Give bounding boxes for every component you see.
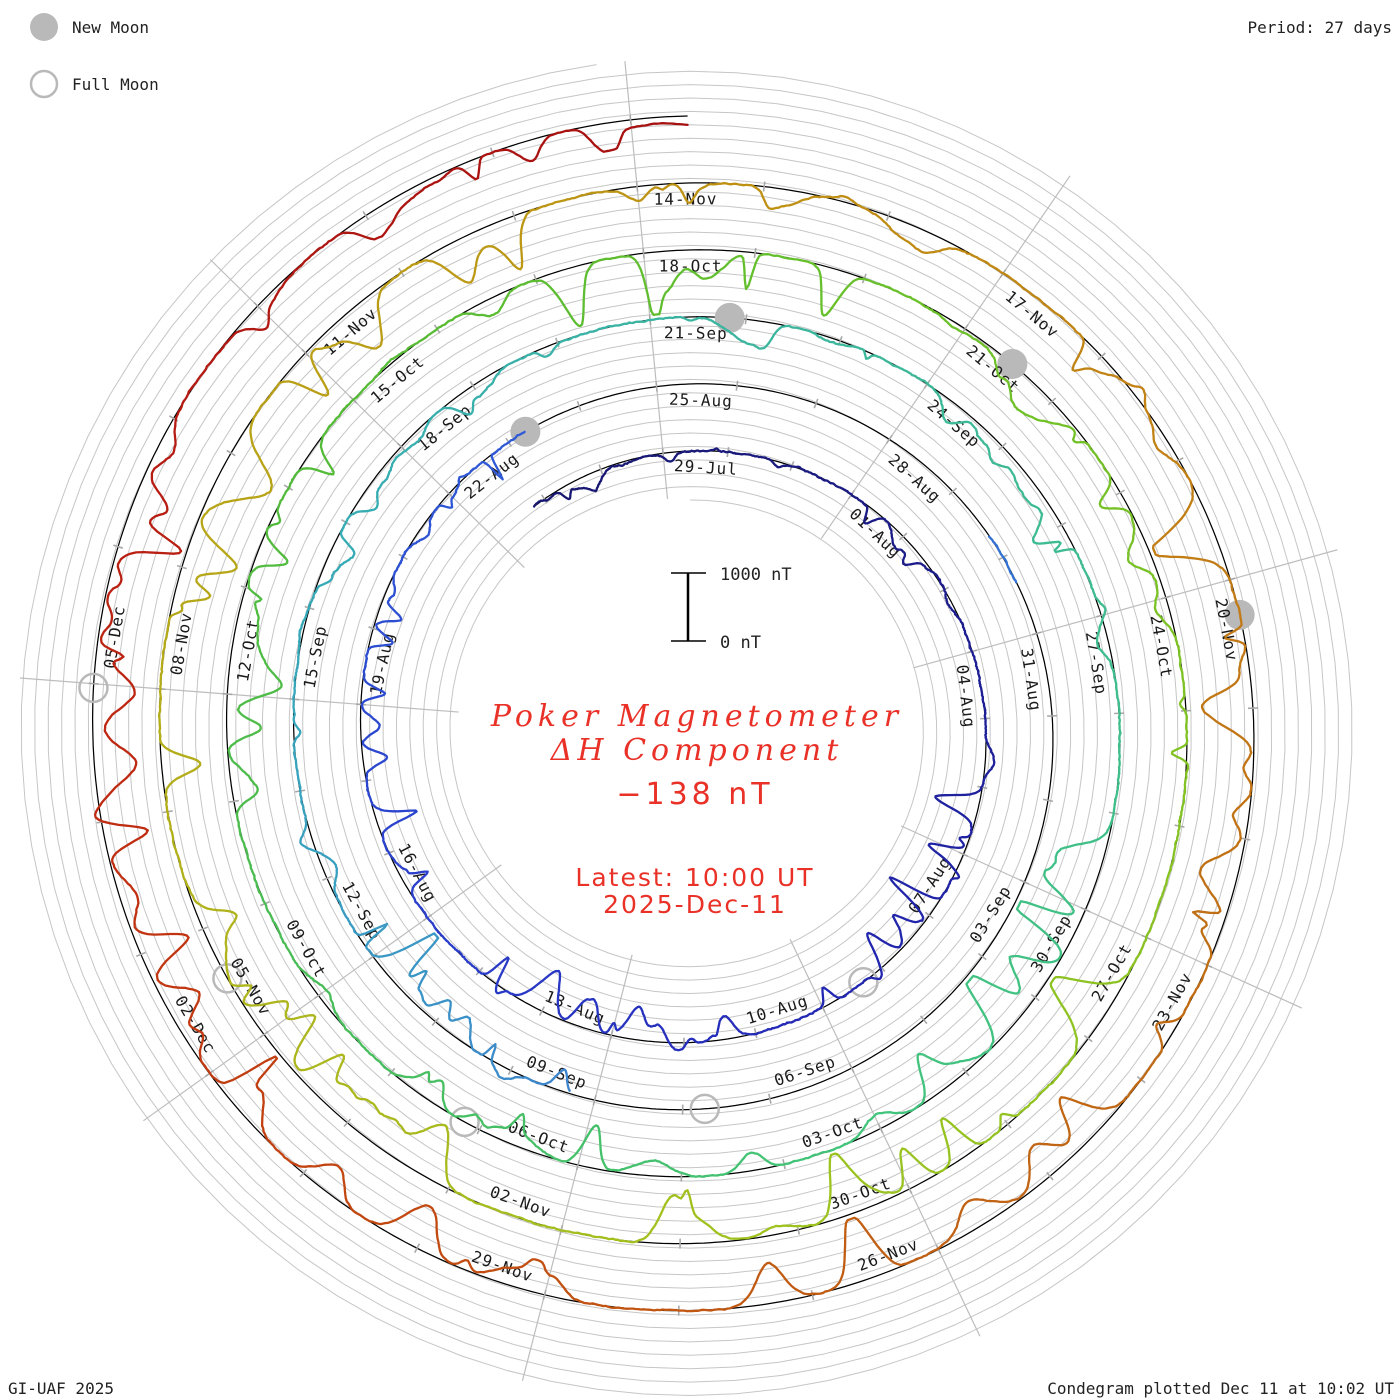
scale-bar: 1000 nT 0 nT: [671, 565, 792, 653]
date-label: 24-Oct: [1147, 613, 1177, 679]
current-value: −138 nT: [616, 777, 773, 812]
date-label: 02-Nov: [487, 1182, 553, 1221]
date-label: 21-Sep: [664, 323, 728, 343]
moon-markers: [78, 302, 1255, 1138]
scale-top-label: 1000 nT: [720, 565, 792, 585]
date-label: 18-Oct: [659, 256, 723, 275]
date-label: 29-Nov: [469, 1247, 535, 1286]
date-label: 26-Nov: [855, 1234, 921, 1274]
full-moon-marker: [689, 1093, 720, 1125]
data-trace: [93, 122, 1253, 1313]
moon-legend: New Moon Full Moon: [29, 13, 159, 99]
period-label: Period: 27 days: [1248, 18, 1393, 37]
date-label: 09-Sep: [524, 1052, 590, 1093]
new-moon-icon: [30, 13, 58, 41]
date-label: 06-Sep: [772, 1052, 839, 1090]
date-label: 29-Jul: [674, 456, 739, 479]
plotted-timestamp: Condegram plotted Dec 11 at 10:02 UT: [1047, 1379, 1394, 1398]
date-label: 15-Sep: [300, 624, 331, 690]
full-moon-marker: [848, 967, 879, 998]
center-panel: 1000 nT 0 nT Poker Magnetometer ΔH Compo…: [490, 565, 903, 919]
date-label: 25-Aug: [669, 390, 733, 411]
full-moon-marker: [212, 963, 243, 994]
date-label: 31-Aug: [1017, 647, 1045, 713]
plot-title-line1: Poker Magnetometer: [490, 699, 903, 734]
full-moon-icon: [29, 69, 59, 99]
full-moon-marker: [78, 672, 109, 704]
date-label: 02-Dec: [171, 992, 220, 1057]
date-label: 08-Nov: [167, 611, 196, 677]
new-moon-label: New Moon: [72, 18, 149, 37]
new-moon-marker: [997, 348, 1028, 379]
plot-title-line2: ΔH Component: [550, 733, 844, 768]
full-moon-marker: [449, 1106, 480, 1138]
date-label: 03-Oct: [799, 1113, 865, 1152]
date-label: 06-Oct: [505, 1117, 571, 1157]
latest-time: Latest: 10:00 UT: [575, 863, 814, 892]
date-label: 04-Aug: [953, 664, 980, 730]
scale-bottom-label: 0 nT: [720, 633, 761, 653]
grid-spiral: [20, 64, 1353, 1397]
credit-label: GI-UAF 2025: [8, 1379, 114, 1398]
date-label: 10-Aug: [744, 991, 811, 1028]
latest-date: 2025-Dec-11: [603, 890, 787, 919]
full-moon-label: Full Moon: [72, 75, 159, 94]
new-moon-marker: [714, 302, 745, 333]
